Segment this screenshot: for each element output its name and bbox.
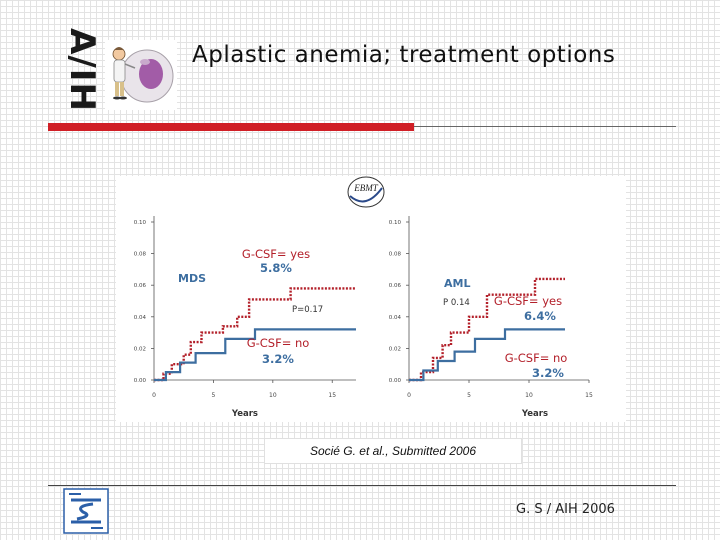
series-rate-label: 3.2% xyxy=(532,366,564,380)
panel-label: MDS xyxy=(178,272,206,285)
footer-credit: G. S / AIH 2006 xyxy=(516,502,615,517)
y-tick-label: 0.00 xyxy=(134,378,147,384)
x-axis-label: Years xyxy=(231,409,258,419)
title-accent-bar xyxy=(48,123,414,131)
series-line-gcsf-yes xyxy=(409,277,565,382)
x-tick-label: 0 xyxy=(152,392,156,399)
y-tick-label: 0.10 xyxy=(389,220,402,226)
chart-svg: EBMT 0.00 0.02 0.04 0.06 0.08 0.10 0 5 10 15 Years… xyxy=(134,176,593,419)
series-legend-name: G-CSF= no xyxy=(505,351,568,365)
chart-panel-aml: 0.00 0.02 0.04 0.06 0.08 0.10 0 5 10 15 Years AML P … xyxy=(389,216,593,419)
chart-panel: EBMT 0.00 0.02 0.04 0.06 0.08 0.10 0 5 10 15 Years… xyxy=(116,176,626,422)
ebmt-logo: EBMT xyxy=(347,176,385,208)
panel-label: AML xyxy=(444,277,470,290)
y-tick-label: 0.08 xyxy=(134,252,147,258)
ebmt-logo-text: EBMT xyxy=(353,183,378,193)
y-tick-label: 0.08 xyxy=(389,252,402,258)
citation-caption: Socié G. et al., Submitted 2006 xyxy=(264,438,522,464)
x-tick-label: 10 xyxy=(269,392,277,399)
y-tick-label: 0.04 xyxy=(134,315,147,321)
page-title: Aplastic anemia; treatment options xyxy=(192,42,616,68)
series-legend-name: G-CSF= yes xyxy=(242,247,310,261)
x-tick-label: 10 xyxy=(525,392,533,399)
p-value-label: P=0.17 xyxy=(292,305,323,315)
series-rate-label: 5.8% xyxy=(260,261,292,275)
chart-panel-mds: 0.00 0.02 0.04 0.06 0.08 0.10 0 5 10 15 Years MDS P=… xyxy=(134,216,356,419)
y-tick-label: 0.02 xyxy=(389,346,401,352)
series-legend-name: G-CSF= no xyxy=(247,336,310,350)
x-tick-label: 15 xyxy=(585,392,593,399)
series-rate-label: 6.4% xyxy=(524,309,556,323)
y-tick-label: 0.00 xyxy=(389,378,402,384)
x-axis-label: Years xyxy=(521,409,548,419)
x-tick-label: 15 xyxy=(328,392,336,399)
y-tick-label: 0.06 xyxy=(134,283,147,289)
x-tick-label: 5 xyxy=(467,392,471,399)
series-legend-name: G-CSF= yes xyxy=(494,294,562,308)
x-tick-label: 0 xyxy=(407,392,411,399)
doctor-cell-illustration xyxy=(105,40,177,110)
y-tick-label: 0.02 xyxy=(134,346,146,352)
series-line-gcsf-no xyxy=(154,328,356,382)
p-value-label: P 0.14 xyxy=(443,298,470,308)
y-tick-label: 0.06 xyxy=(389,283,402,289)
series-line-gcsf-no xyxy=(409,328,565,382)
sfgm-logo xyxy=(63,488,109,534)
x-tick-label: 5 xyxy=(211,392,215,399)
y-tick-label: 0.10 xyxy=(134,220,147,226)
footer-divider xyxy=(48,485,676,486)
y-tick-label: 0.04 xyxy=(389,315,402,321)
series-rate-label: 3.2% xyxy=(262,352,294,366)
